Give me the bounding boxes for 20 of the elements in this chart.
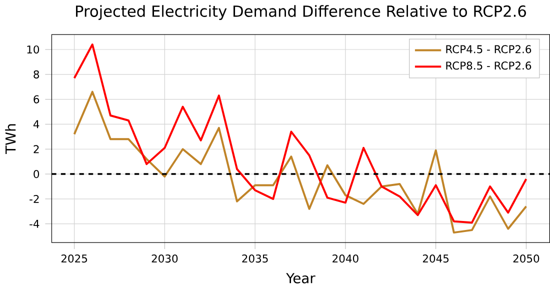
legend-label: RCP4.5 - RCP2.6 bbox=[446, 44, 532, 54]
y-tick-label: 2 bbox=[34, 144, 39, 153]
y-tick-label: 4 bbox=[33, 120, 40, 128]
y-tick-label: 0 bbox=[34, 170, 40, 178]
y-tick-label: 10 bbox=[27, 45, 40, 54]
x-tick-label: 2045 bbox=[422, 254, 449, 262]
legend-label: RCP8.5 - RCP2.6 bbox=[446, 61, 532, 70]
y-tick-label: 6 bbox=[34, 95, 40, 104]
x-tick-label: 2035 bbox=[242, 254, 268, 262]
y-tick-label: 8 bbox=[34, 70, 40, 78]
y-tick-label: -2 bbox=[30, 194, 39, 203]
chart-title: Projected Electricity Demand Difference Relative to RCP2.6 bbox=[76, 4, 526, 20]
x-tick-label: 2030 bbox=[152, 254, 178, 262]
line-series bbox=[73, 90, 528, 234]
y-axis-title: TWh bbox=[5, 124, 16, 154]
x-tick-label: 2050 bbox=[513, 254, 540, 262]
x-tick-label: 2040 bbox=[332, 254, 358, 262]
x-axis-title: Year bbox=[286, 272, 316, 284]
x-tick-label: 2025 bbox=[61, 254, 88, 262]
y-tick-label: -4 bbox=[30, 220, 40, 228]
